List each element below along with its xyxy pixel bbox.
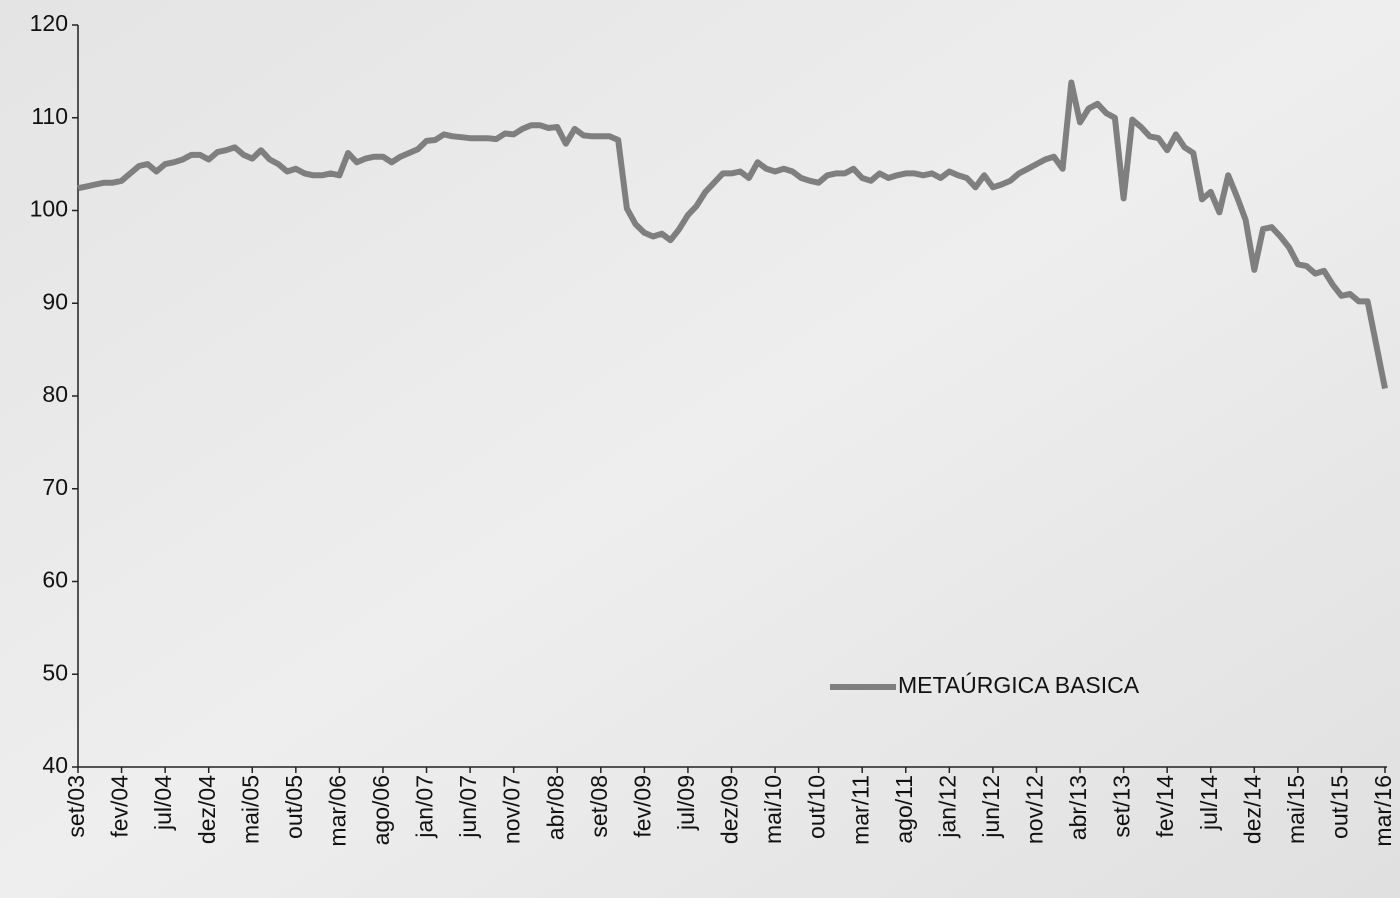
x-tick-label: jun/12 bbox=[978, 775, 1004, 839]
x-tick-label: abr/13 bbox=[1065, 775, 1091, 840]
y-tick-label: 40 bbox=[42, 752, 68, 778]
x-tick-label: set/13 bbox=[1109, 775, 1135, 838]
y-tick-label: 100 bbox=[30, 196, 68, 222]
x-tick-label: mai/15 bbox=[1283, 775, 1309, 844]
x-tick-label: abr/08 bbox=[542, 775, 568, 840]
x-tick-label: fev/14 bbox=[1152, 775, 1178, 838]
y-tick-label: 70 bbox=[42, 474, 68, 500]
x-tick-label: set/08 bbox=[586, 775, 612, 838]
x-tick-label: jan/07 bbox=[412, 775, 438, 839]
x-tick-label: fev/09 bbox=[629, 775, 655, 838]
y-tick-label: 110 bbox=[31, 103, 68, 129]
x-tick-label: nov/12 bbox=[1022, 775, 1048, 844]
y-tick-label: 90 bbox=[42, 288, 68, 314]
x-tick-label: out/15 bbox=[1327, 775, 1353, 839]
y-tick-label: 50 bbox=[42, 659, 68, 685]
x-tick-label: mai/10 bbox=[760, 775, 786, 844]
x-tick-label: dez/04 bbox=[194, 775, 220, 844]
x-tick-label: mar/11 bbox=[847, 775, 873, 845]
x-tick-label: nov/07 bbox=[499, 775, 525, 844]
y-tick-label: 120 bbox=[30, 10, 68, 36]
x-tick-label: dez/09 bbox=[717, 775, 743, 844]
line-series bbox=[77, 79, 1388, 390]
x-tick-label: mai/05 bbox=[237, 775, 263, 844]
x-tick-label: mar/16 bbox=[1370, 775, 1396, 847]
x-tick-label: jul/14 bbox=[1196, 775, 1222, 831]
x-tick-label: out/05 bbox=[281, 775, 307, 839]
x-tick-label: out/10 bbox=[804, 775, 830, 839]
x-tick-label: mar/06 bbox=[324, 775, 350, 847]
x-tick-label: jan/12 bbox=[934, 775, 960, 839]
x-tick-label: jul/09 bbox=[673, 775, 699, 831]
y-tick-label: 80 bbox=[42, 381, 68, 407]
legend-label: METAÚRGICA BASICA bbox=[898, 672, 1140, 698]
x-tick-label: jun/07 bbox=[455, 775, 481, 839]
x-tick-label: dez/14 bbox=[1239, 775, 1265, 844]
x-tick-label: ago/06 bbox=[368, 775, 394, 845]
x-tick-label: fev/04 bbox=[107, 775, 133, 838]
x-tick-label: set/03 bbox=[63, 775, 89, 838]
x-tick-label: ago/11 bbox=[891, 775, 917, 844]
y-tick-label: 60 bbox=[42, 567, 68, 593]
x-tick-label: jul/04 bbox=[150, 775, 176, 831]
